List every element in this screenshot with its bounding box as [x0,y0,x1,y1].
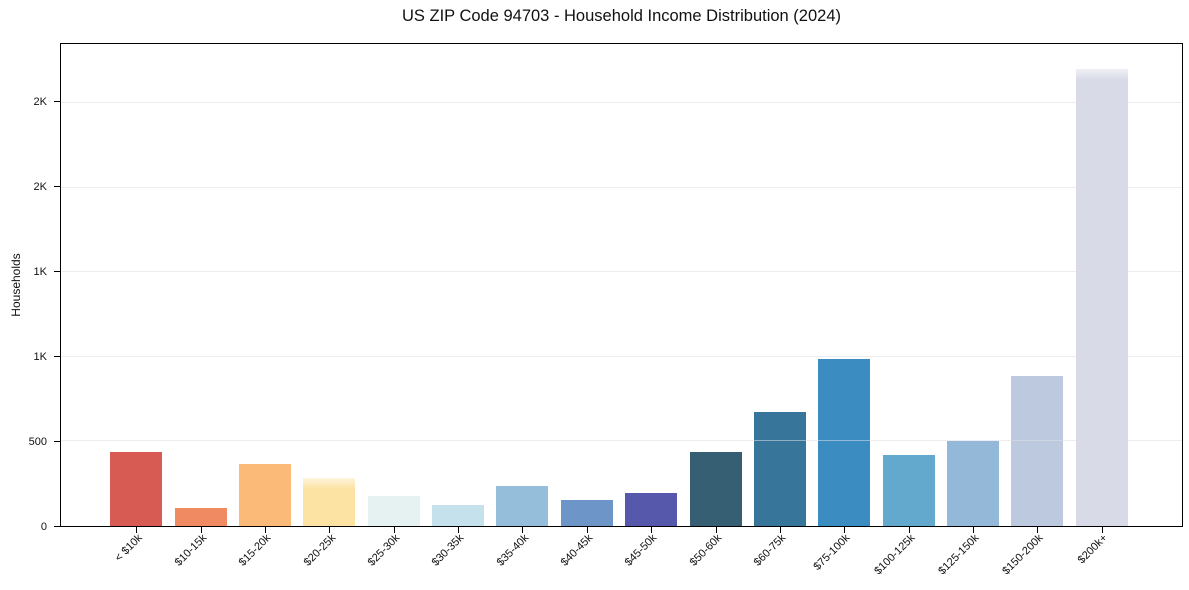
bar-soft-top [303,478,356,490]
x-tick-label: $60-75k [751,532,789,569]
chart-title: US ZIP Code 94703 - Household Income Dis… [401,7,841,25]
bar [174,508,227,526]
bar-slot: $35-40k [490,44,554,569]
y-tick-label: 1K [33,266,47,279]
bar [303,478,356,526]
x-tick [715,527,717,533]
bar [1011,376,1064,526]
x-tick-label: $35-40k [494,532,531,569]
bar [238,464,291,526]
bar [818,358,871,526]
x-tick-label: $50-60k [687,532,725,569]
bar-slot: $200k+ [1070,44,1134,566]
y-tick [54,356,60,358]
x-tick [393,527,395,533]
bar-slot: $30-35k [426,44,490,569]
bar-slot: $125-150k [936,44,1005,577]
bar-slot: $10-15k [168,44,232,569]
bar [560,499,613,526]
bar-slot: < $10k [104,44,168,564]
x-tick-label: $20-25k [301,532,338,569]
y-tick-label: 1K [33,351,47,364]
x-tick-label: $100-125k [871,532,918,578]
x-tick-label: $45-50k [623,532,660,569]
x-tick [908,527,910,533]
bar [496,485,549,526]
bar-slot: $25-30k [362,44,426,569]
bar [1075,69,1128,526]
bar-slot: $45-50k [619,44,683,569]
x-tick [651,527,653,533]
bar-slot: $50-60k [683,44,747,569]
x-tick [264,527,266,533]
x-tick-label: $30-35k [429,532,467,569]
y-axis: 0 500 1K 1K 2K 2K [0,43,60,533]
bar-slot: $150-200k [1001,44,1069,577]
bar-slot: $60-75k [748,44,812,569]
x-tick [1037,527,1039,533]
bar-soft-top [1075,69,1128,81]
x-tick-label: $150-200k [1000,532,1046,578]
bar [625,493,678,526]
bar-slot: $15-20k [233,44,297,569]
bar [689,452,742,526]
y-tick-label: 2K [33,96,47,109]
bar [110,452,163,526]
bar [367,495,420,526]
bar-slot: $20-25k [297,44,361,569]
y-tick-label: 0 [40,521,47,533]
plot-area: < $10k $10-15k $15-20k $20-25k $25-30k $30-35… [60,43,1183,577]
x-tick [329,527,331,533]
x-tick-label: $125-150k [936,532,982,578]
x-tick [458,527,460,533]
x-tick [522,527,524,533]
bar [947,440,1000,526]
bars-container: < $10k $10-15k $15-20k $20-25k $25-30k $30-35… [61,44,1182,577]
y-tick [54,271,60,273]
bar [432,505,485,526]
y-tick [54,441,60,443]
x-tick [1101,527,1103,533]
x-tick-label: $75-100k [811,532,853,573]
bar-slot: $100-125k [872,44,941,577]
x-tick [779,527,781,533]
x-tick [136,527,138,533]
x-tick-label: $10-15k [172,532,210,569]
y-tick [54,101,60,103]
x-tick-label: $200k+ [1076,532,1111,567]
x-tick [973,527,975,533]
x-tick-label: $40-45k [558,532,596,569]
x-tick-label: < $10k [112,532,145,565]
bar-slot: $40-45k [555,44,619,569]
x-tick-label: $15-20k [236,532,274,569]
x-tick [844,527,846,533]
bar [753,412,806,526]
x-tick [586,527,588,533]
y-tick [54,186,60,188]
x-tick [200,527,202,533]
y-tick [54,526,60,527]
bar-slot: $75-100k [812,44,876,573]
y-tick-label: 500 [28,436,47,449]
x-tick-label: $25-30k [365,532,403,569]
bar [882,455,935,526]
y-tick-label: 2K [33,181,47,194]
